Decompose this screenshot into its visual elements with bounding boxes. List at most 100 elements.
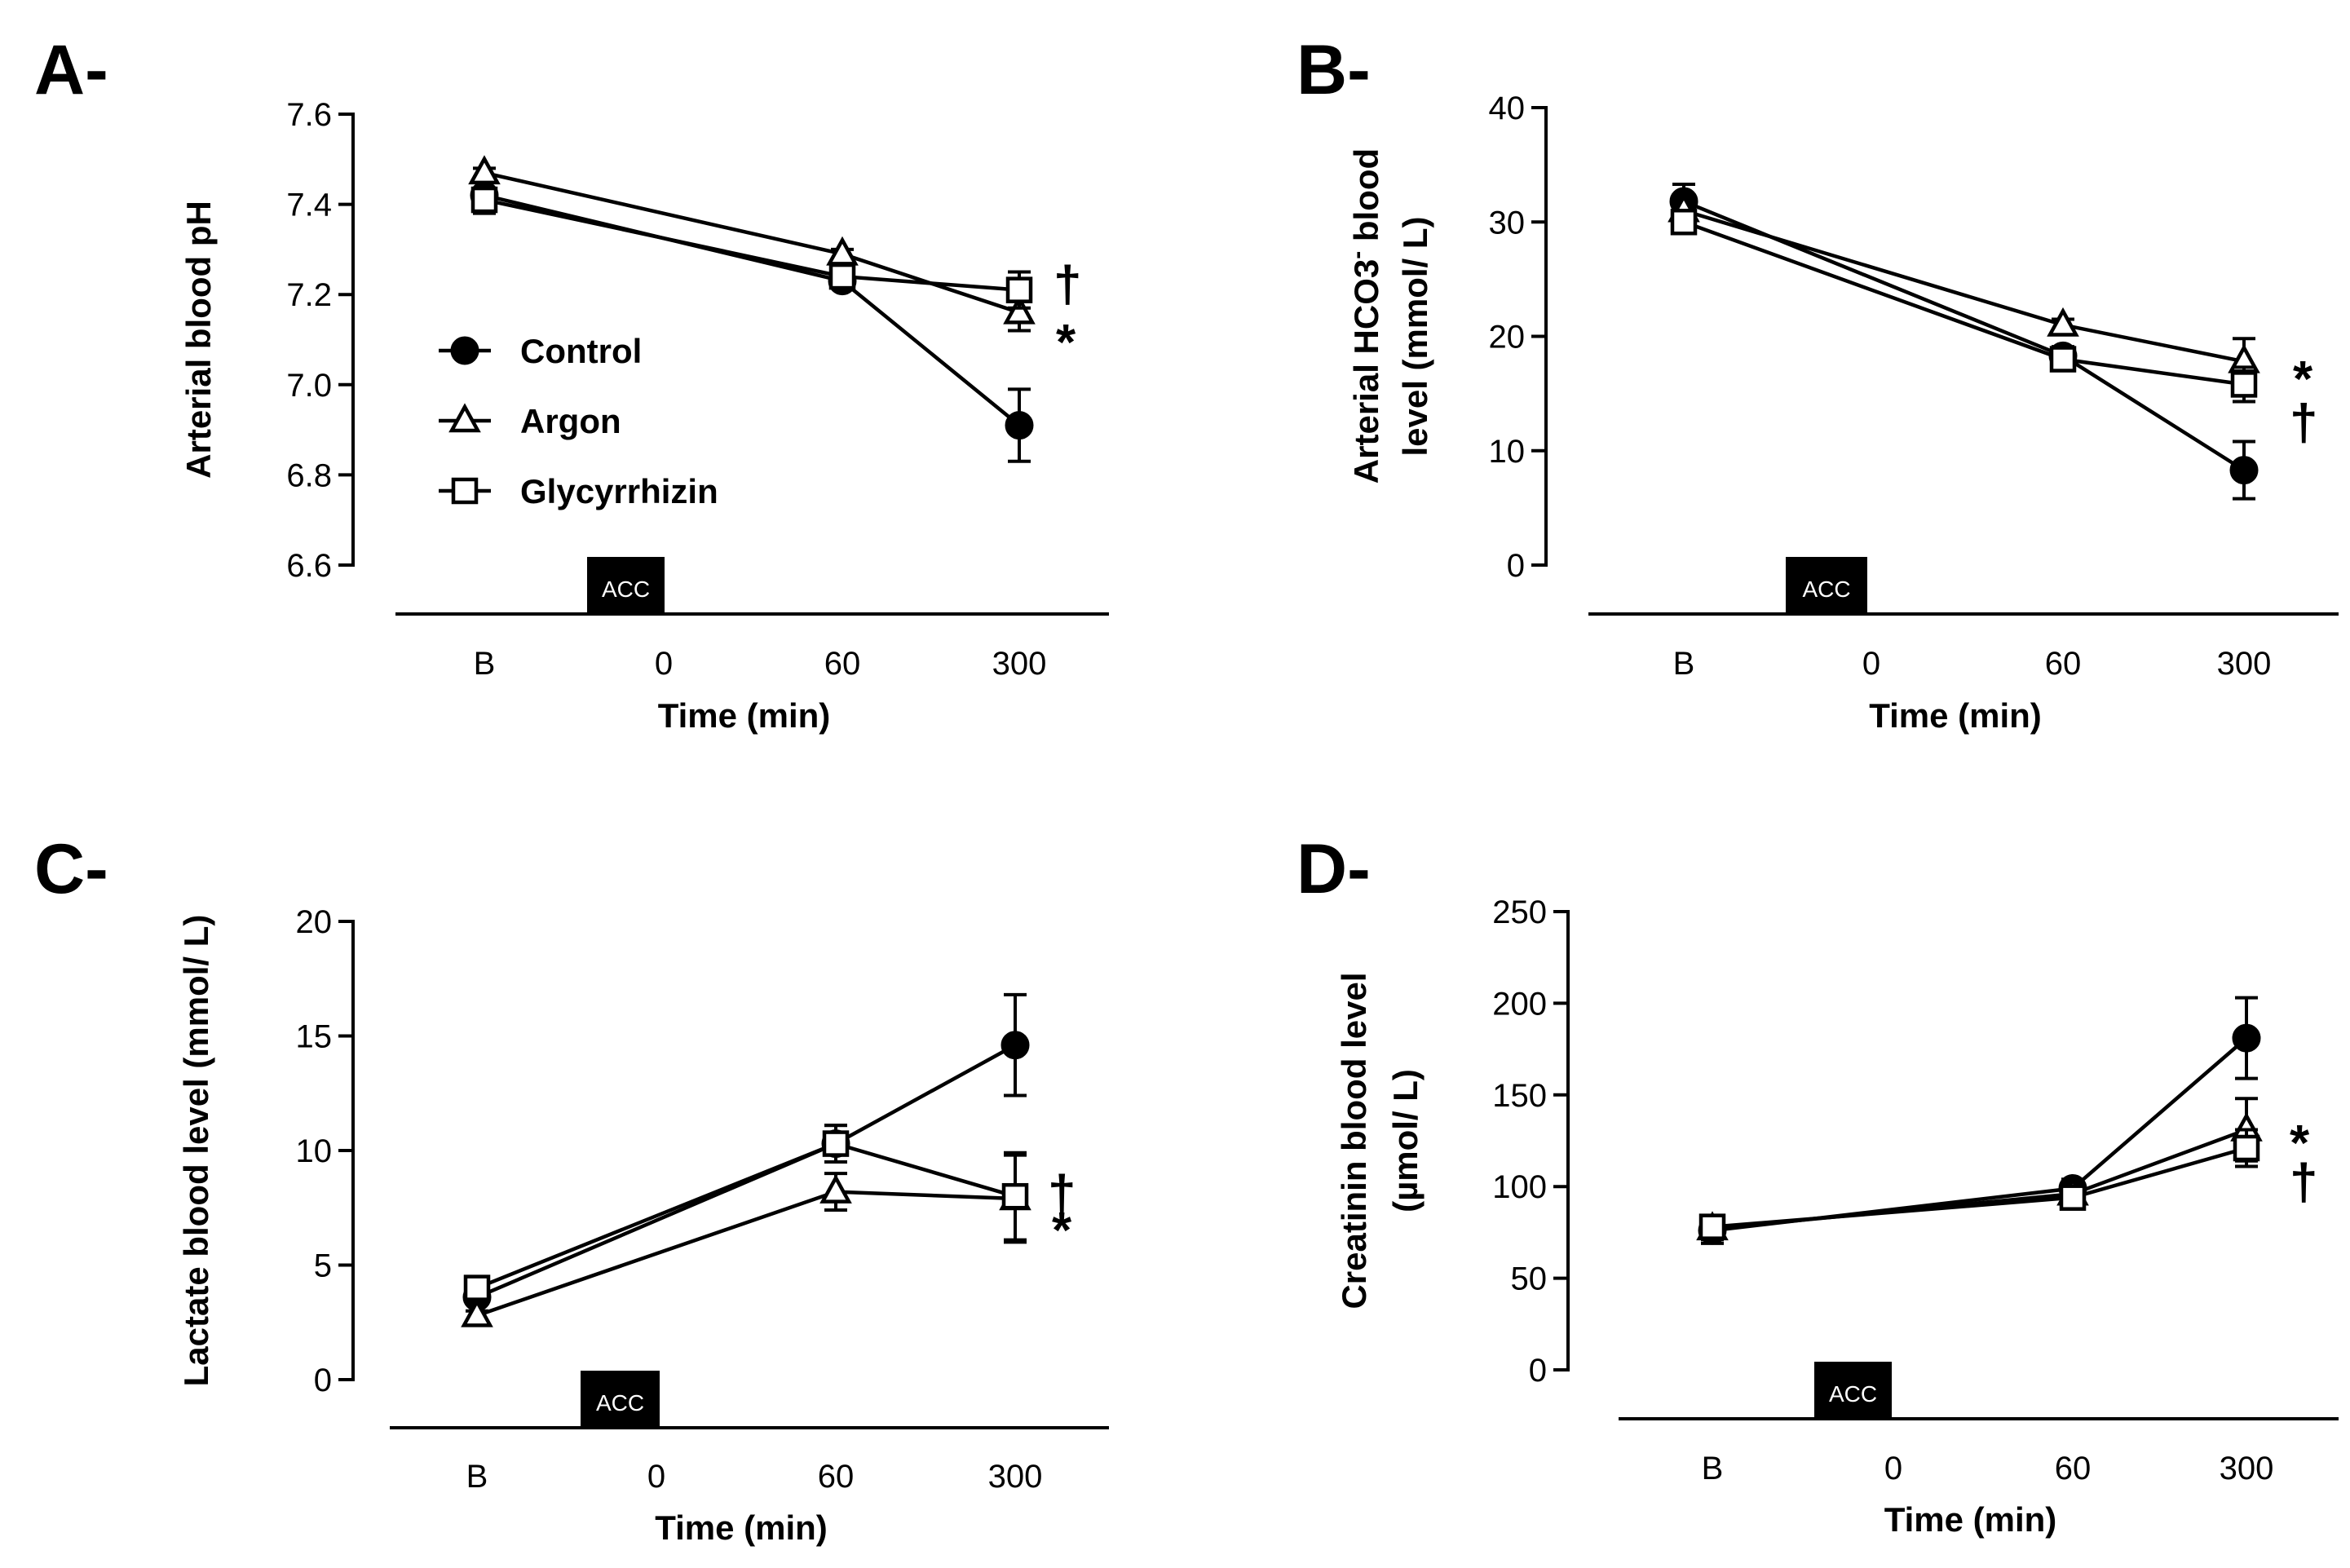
y-tick-label: 250 bbox=[1492, 894, 1547, 930]
x-tick-label: 60 bbox=[2045, 646, 2082, 682]
y-tick-label: 0 bbox=[314, 1363, 332, 1398]
y-tick-label: 7.2 bbox=[286, 277, 332, 313]
x-tick-label: B bbox=[474, 646, 496, 682]
y-tick-label: 7.4 bbox=[286, 188, 332, 223]
data-point bbox=[1001, 1182, 1029, 1210]
acc-box bbox=[1786, 557, 1867, 616]
x-tick-label: 300 bbox=[2217, 646, 2272, 682]
x-axis-title: Time (min) bbox=[1869, 696, 2042, 735]
x-axis-title: Time (min) bbox=[655, 1508, 828, 1547]
legend-label: Glycyrrhizin bbox=[520, 472, 718, 510]
significance-mark: * bbox=[1052, 1203, 1072, 1259]
data-point bbox=[461, 1297, 493, 1327]
data-point bbox=[2059, 1184, 2087, 1211]
y-axis-title: Arterial HCO3- blood bbox=[1344, 148, 1385, 484]
y-tick-label: 100 bbox=[1492, 1169, 1547, 1205]
x-axis-title: Time (min) bbox=[1884, 1500, 2057, 1539]
acc-label: ACC bbox=[1802, 576, 1850, 602]
y-tick-label: 6.6 bbox=[286, 548, 332, 584]
y-axis-title: Creatinin blood level bbox=[1335, 972, 1373, 1309]
y-axis-title: Arterial blood pH bbox=[179, 201, 218, 479]
significance-mark: * bbox=[1056, 315, 1076, 371]
significance-mark: † bbox=[1048, 1166, 1076, 1222]
data-point bbox=[1005, 411, 1034, 440]
series-argon bbox=[1668, 192, 2260, 386]
y-tick-label: 200 bbox=[1492, 986, 1547, 1022]
series-argon bbox=[468, 155, 1036, 333]
data-point bbox=[2233, 1134, 2260, 1162]
x-tick-label: 60 bbox=[824, 646, 861, 682]
y-axis-title-superscript: - bbox=[1344, 251, 1371, 259]
series-glycyrrhizin bbox=[1698, 1128, 2260, 1240]
legend-label: Argon bbox=[520, 402, 621, 440]
y-axis-title-line2: level (mmol/ L) bbox=[1396, 216, 1434, 456]
acc-marker: ACC bbox=[1786, 557, 1867, 616]
legend: Control Argon Glycyrrhizin bbox=[439, 332, 718, 510]
x-tick-label: 60 bbox=[2055, 1451, 2092, 1486]
y-tick-label: 5 bbox=[314, 1248, 332, 1284]
data-point bbox=[1005, 276, 1033, 303]
x-tick-label: B bbox=[466, 1459, 488, 1495]
significance-mark: † bbox=[1054, 257, 1081, 313]
series-line bbox=[476, 1142, 1016, 1290]
significance-mark: * bbox=[2290, 1115, 2310, 1172]
y-axis-title: Lactate blood level (mmol/ L) bbox=[177, 915, 215, 1387]
data-point bbox=[468, 155, 501, 185]
panel-letter: C- bbox=[34, 830, 108, 908]
y-axis-title-part: Arterial HCO3 bbox=[1347, 259, 1385, 484]
series-line bbox=[484, 193, 1021, 427]
acc-marker: ACC bbox=[581, 1371, 660, 1429]
legend-marker bbox=[451, 477, 479, 505]
data-point bbox=[2229, 456, 2259, 485]
panel-letter: B- bbox=[1296, 31, 1371, 109]
x-tick-label: B bbox=[1702, 1451, 1724, 1486]
data-point bbox=[822, 1130, 850, 1157]
y-tick-label: 50 bbox=[1511, 1261, 1548, 1297]
data-point bbox=[463, 1274, 491, 1301]
series-glycyrrhizin bbox=[463, 1124, 1029, 1301]
y-axis-title-line2: (µmol/ L) bbox=[1386, 1069, 1425, 1212]
x-tick-label: 300 bbox=[988, 1459, 1043, 1495]
acc-box bbox=[1814, 1362, 1892, 1420]
data-point bbox=[828, 263, 856, 290]
y-tick-label: 40 bbox=[1489, 91, 1526, 126]
y-tick-label: 150 bbox=[1492, 1078, 1547, 1114]
legend-marker bbox=[448, 403, 481, 433]
panel-letter: D- bbox=[1296, 830, 1371, 908]
series-line bbox=[1683, 199, 2246, 472]
series-line bbox=[1683, 220, 2245, 386]
x-tick-label: 0 bbox=[655, 646, 673, 682]
legend-marker bbox=[450, 336, 479, 365]
y-tick-label: 20 bbox=[1489, 320, 1526, 356]
panel-letter: A- bbox=[34, 31, 108, 109]
panel-3: C- 0 5 10 15 20 B 0 60 300 Time (min) ACC Lactate bl… bbox=[34, 830, 1109, 1547]
y-tick-label: 7.0 bbox=[286, 368, 332, 404]
y-tick-label: 6.8 bbox=[286, 457, 332, 493]
data-point bbox=[1670, 209, 1698, 236]
acc-label: ACC bbox=[596, 1390, 644, 1416]
acc-marker: ACC bbox=[1814, 1362, 1892, 1420]
x-tick-label: 300 bbox=[2220, 1451, 2274, 1486]
x-axis-title: Time (min) bbox=[658, 696, 831, 735]
x-tick-label: 60 bbox=[818, 1459, 855, 1495]
significance-mark: † bbox=[2290, 1154, 2317, 1210]
x-tick-label: 0 bbox=[647, 1459, 665, 1495]
panel-4: D- 0 50 100 150 200 250 B 0 60 300 Time (min) ACC Cre… bbox=[1296, 830, 2339, 1539]
acc-box bbox=[581, 1371, 660, 1429]
series-glycyrrhizin bbox=[1670, 209, 2258, 404]
data-point bbox=[1001, 1031, 1030, 1060]
x-tick-label: 300 bbox=[992, 646, 1047, 682]
series-control bbox=[462, 992, 1030, 1312]
panel-2: B- 0 10 20 30 40 B 0 60 300 Time (min) ACC Arterial … bbox=[1296, 31, 2339, 735]
x-tick-label: B bbox=[1673, 646, 1695, 682]
y-tick-label: 15 bbox=[296, 1019, 333, 1055]
y-tick-label: 0 bbox=[1529, 1353, 1547, 1389]
x-tick-label: 0 bbox=[1884, 1451, 1902, 1486]
y-tick-label: 10 bbox=[1489, 434, 1526, 470]
significance-mark: * bbox=[2293, 351, 2313, 408]
acc-label: ACC bbox=[602, 576, 650, 602]
acc-label: ACC bbox=[1829, 1381, 1877, 1407]
data-point bbox=[2049, 346, 2077, 373]
data-point bbox=[470, 186, 498, 214]
